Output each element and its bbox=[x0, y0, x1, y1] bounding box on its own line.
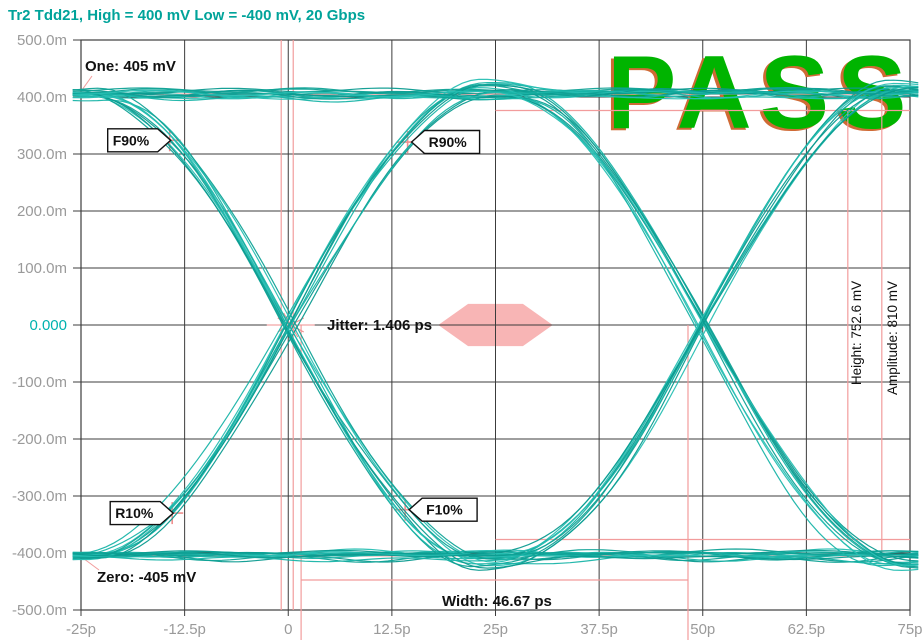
y-tick-label: -500.0m bbox=[12, 602, 67, 619]
x-tick-label: 37.5p bbox=[580, 621, 618, 638]
f10-callout-box bbox=[408, 497, 478, 522]
y-tick-label: 200.0m bbox=[17, 203, 67, 220]
zero-level-label: Zero: -405 mV bbox=[97, 569, 196, 586]
y-tick-label: -200.0m bbox=[12, 431, 67, 448]
eye-trace bbox=[72, 84, 919, 567]
y-tick-label: 500.0m bbox=[17, 32, 67, 49]
x-tick-label: -12.5p bbox=[163, 621, 206, 638]
r10-callout-box bbox=[109, 500, 175, 526]
y-tick-label: -100.0m bbox=[12, 374, 67, 391]
height-label: Height: 752.6 mV bbox=[849, 281, 864, 385]
eye-trace bbox=[72, 89, 919, 567]
x-tick-label: 75p bbox=[897, 621, 922, 638]
eye-trace bbox=[72, 87, 919, 561]
y-tick-label: -300.0m bbox=[12, 488, 67, 505]
y-tick-label: 100.0m bbox=[17, 260, 67, 277]
edge-marker-layer: F90% R90% R10% F10% bbox=[106, 128, 481, 526]
annotation-layer: One: 405 mV Zero: -405 mV Jitter: 1.406 … bbox=[85, 58, 900, 610]
eye-trace bbox=[72, 93, 919, 559]
eye-trace-layer bbox=[72, 78, 919, 572]
y-tick-label: 300.0m bbox=[17, 146, 67, 163]
eye-trace bbox=[72, 92, 919, 569]
x-tick-label: 62.5p bbox=[788, 621, 826, 638]
x-tick-label: 50p bbox=[690, 621, 715, 638]
one-level-label: One: 405 mV bbox=[85, 58, 176, 75]
y-tick-label: -400.0m bbox=[12, 545, 67, 562]
f90-callout-label: F90% bbox=[113, 132, 150, 148]
x-tick-label: 12.5p bbox=[373, 621, 411, 638]
x-tick-label: 0 bbox=[284, 621, 292, 638]
f10-callout-label: F10% bbox=[426, 502, 463, 518]
amplitude-label: Amplitude: 810 mV bbox=[885, 281, 900, 395]
axis-label-layer: -25p -12.5p 0 12.5p 25p 37.5p 50p 62.5p 75p 500.0… bbox=[12, 32, 922, 638]
width-label: Width: 46.67 ps bbox=[442, 593, 552, 610]
eye-trace bbox=[72, 99, 919, 565]
eye-trace bbox=[72, 86, 919, 559]
x-tick-label: 25p bbox=[483, 621, 508, 638]
eye-trace bbox=[72, 78, 919, 556]
x-tick-label: -25p bbox=[66, 621, 96, 638]
y-tick-label: 400.0m bbox=[17, 89, 67, 106]
f90-callout-box bbox=[106, 128, 172, 153]
plot-border bbox=[80, 39, 911, 611]
eye-trace bbox=[72, 92, 919, 567]
jitter-label: Jitter: 1.406 ps bbox=[327, 317, 432, 334]
eye-trace bbox=[72, 89, 919, 557]
y-tick-label: 0.000 bbox=[29, 317, 67, 334]
r90-callout-box bbox=[410, 129, 481, 155]
r10-callout-label: R10% bbox=[115, 505, 154, 521]
plot-title: Tr2 Tdd21, High = 400 mV Low = -400 mV, … bbox=[8, 7, 365, 24]
eye-trace bbox=[72, 84, 919, 559]
r90-callout-label: R90% bbox=[429, 134, 468, 150]
